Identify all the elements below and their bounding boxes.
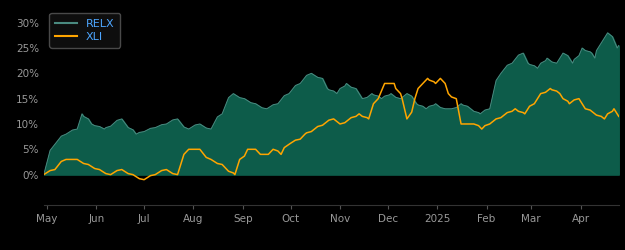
- Legend: RELX, XLI: RELX, XLI: [49, 13, 120, 48]
